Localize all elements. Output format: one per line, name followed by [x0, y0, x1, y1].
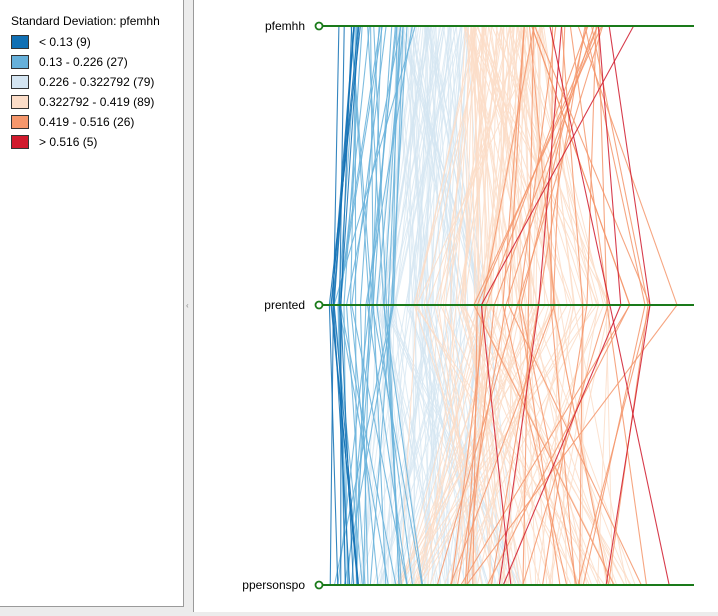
axis-label: pfemhh: [265, 19, 305, 33]
axes-group: pfemhh prented ppersonspo: [242, 19, 694, 592]
legend-label: 0.13 - 0.226 (27): [39, 55, 128, 69]
splitter-grip-icon[interactable]: ‹: [186, 301, 189, 310]
plot-panel: pfemhh prented ppersonspo: [193, 0, 718, 612]
axis-handle[interactable]: [314, 21, 324, 31]
panel-splitter[interactable]: [184, 0, 193, 616]
legend-swatch: [11, 75, 29, 89]
legend-label: < 0.13 (9): [39, 35, 91, 49]
legend-swatch: [11, 55, 29, 69]
legend-swatch: [11, 135, 29, 149]
parallel-coordinates-chart: pfemhh prented ppersonspo: [242, 19, 694, 592]
legend-swatch: [11, 95, 29, 109]
axis-label: ppersonspo: [242, 578, 305, 592]
legend-label: > 0.516 (5): [39, 135, 98, 149]
legend-title: Standard Deviation: pfemhh: [11, 14, 160, 28]
legend-swatch: [11, 115, 29, 129]
axis-handle[interactable]: [314, 300, 324, 310]
axis-handle[interactable]: [314, 580, 324, 590]
legend-swatch: [11, 35, 29, 49]
legend-label: 0.322792 - 0.419 (89): [39, 95, 155, 109]
legend-label: 0.419 - 0.516 (26): [39, 115, 135, 129]
legend-label: 0.226 - 0.322792 (79): [39, 75, 155, 89]
axis-label: prented: [264, 298, 305, 312]
legend-panel: Standard Deviation: pfemhh < 0.13 (9) 0.…: [0, 0, 184, 607]
